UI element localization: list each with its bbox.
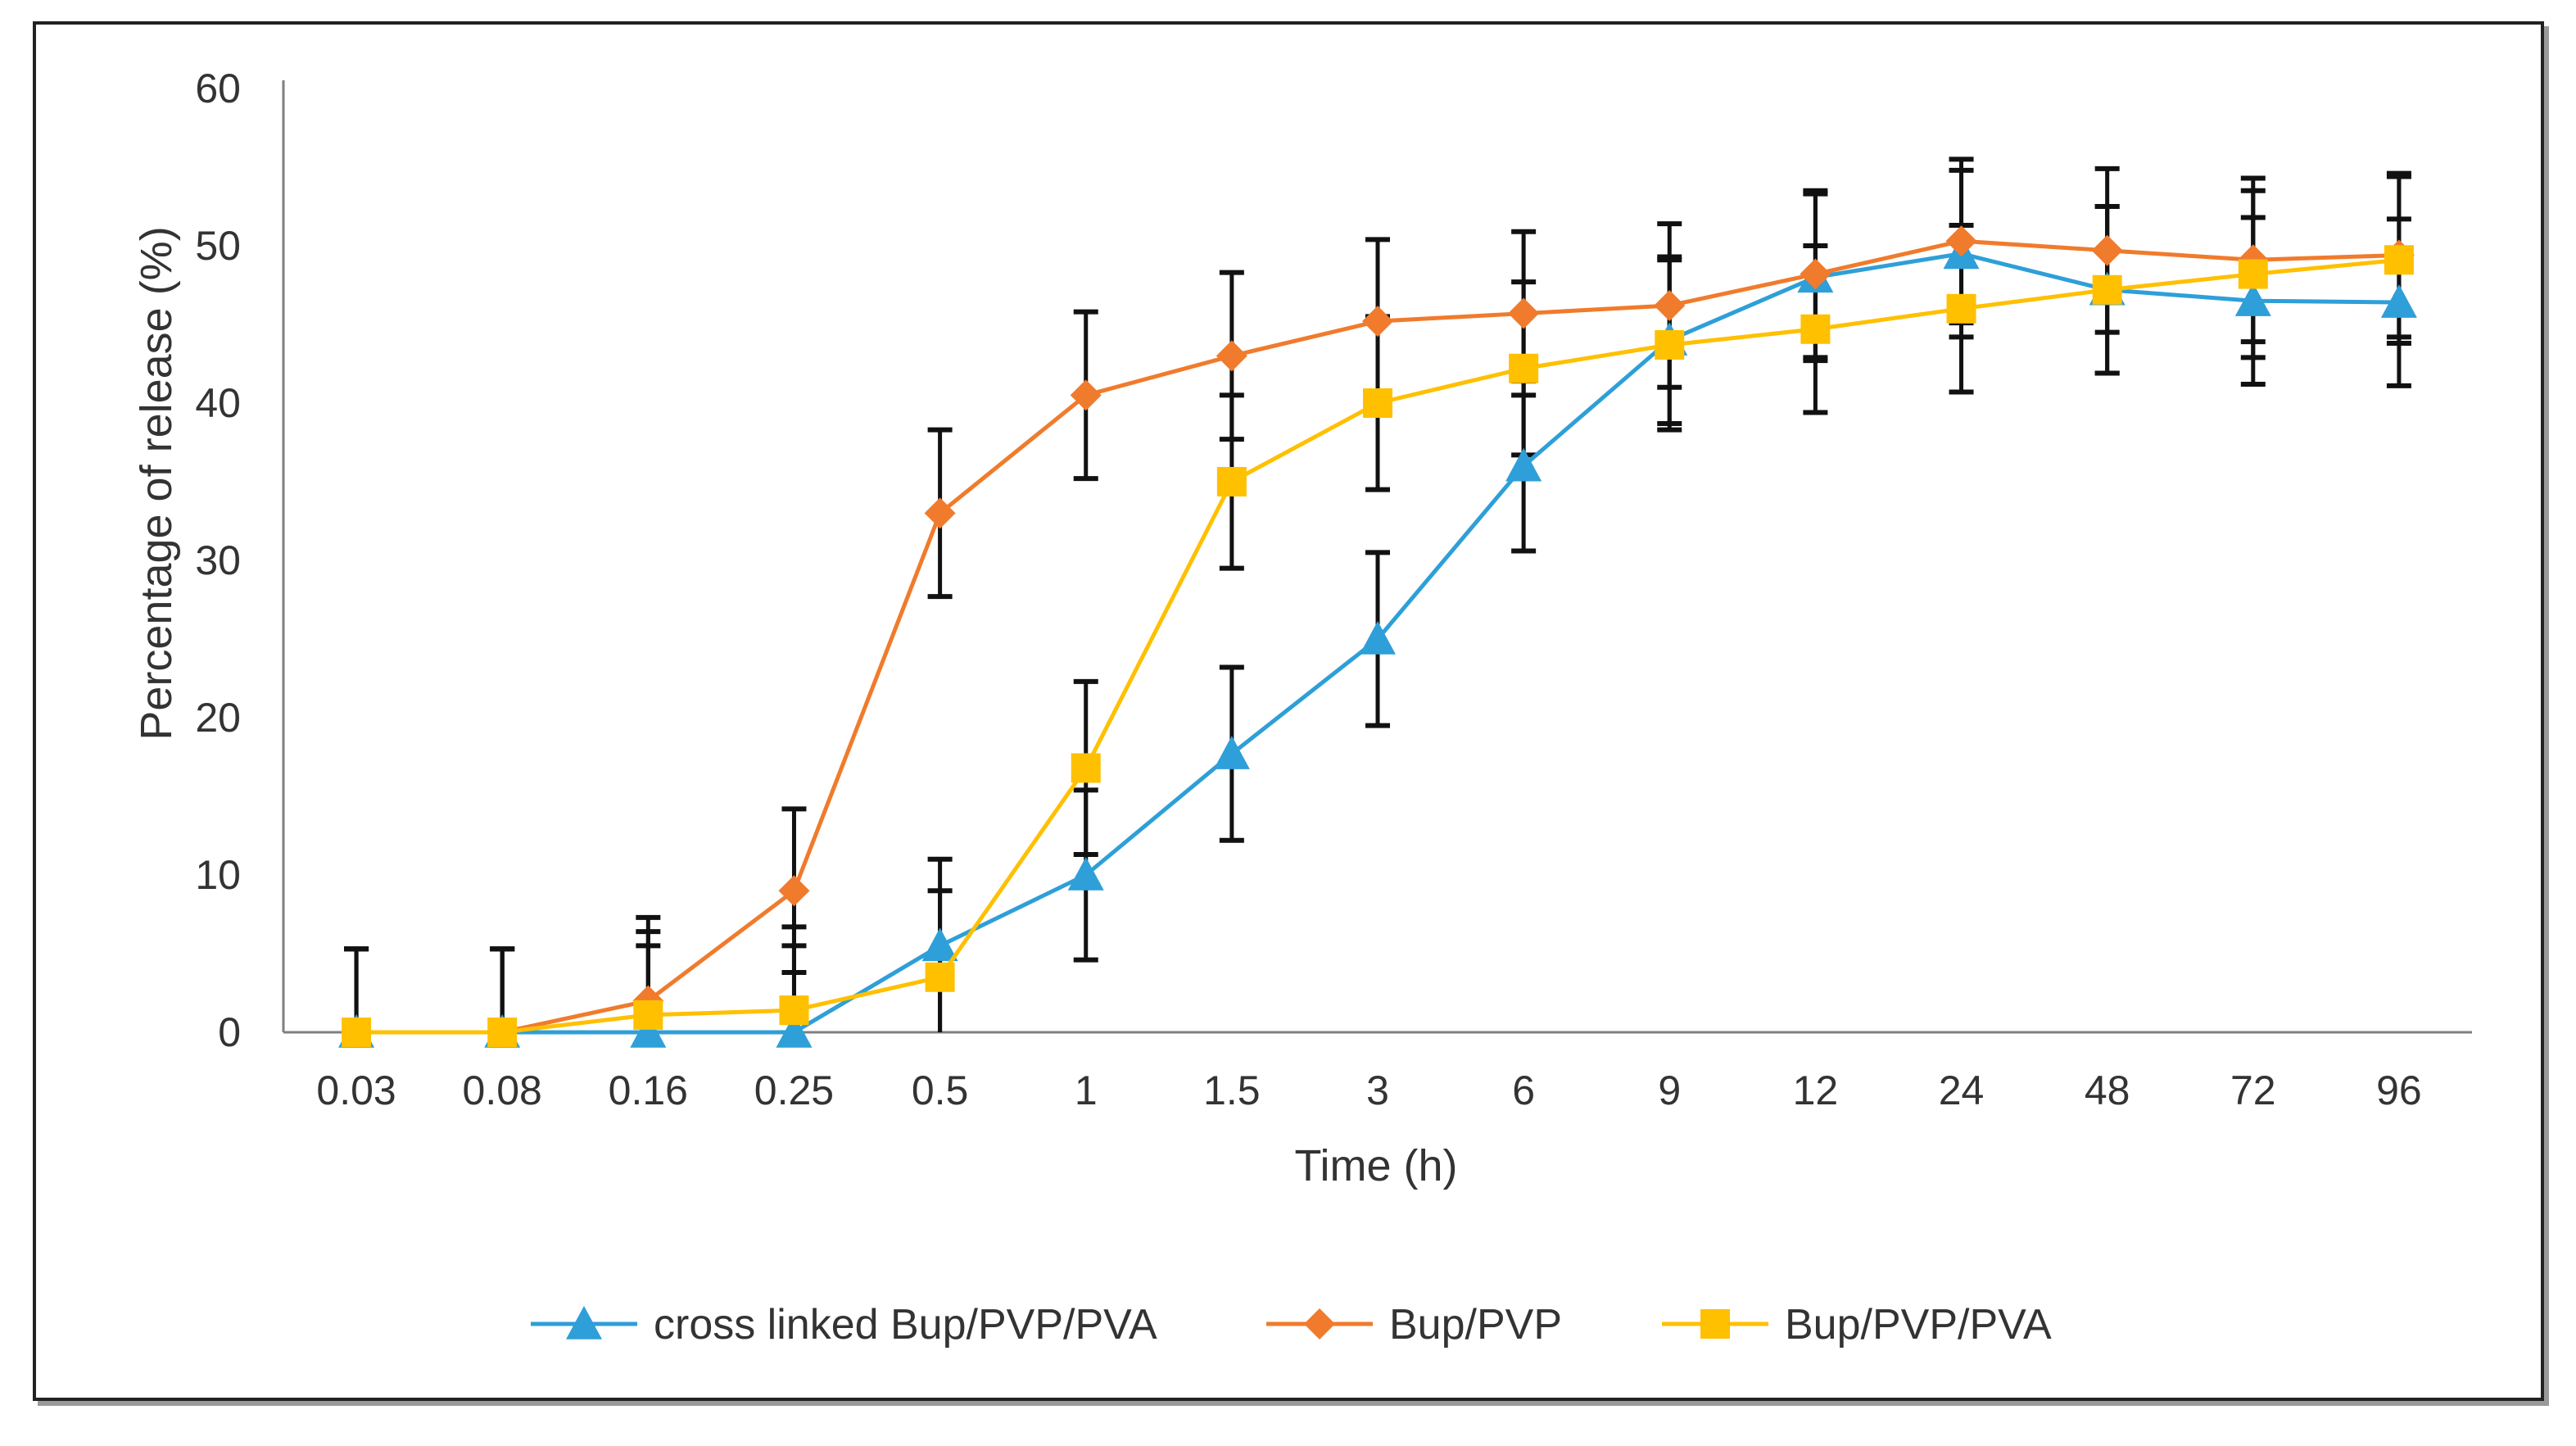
y-tick-label: 50: [195, 223, 241, 269]
legend-marker: [1700, 1309, 1730, 1339]
legend-marker: [1304, 1308, 1335, 1339]
y-tick-label: 20: [195, 695, 241, 741]
data-point: [2384, 245, 2414, 275]
data-point: [1216, 467, 1247, 496]
data-point: [487, 1018, 518, 1047]
x-tick-label: 48: [2085, 1068, 2130, 1113]
data-point: [779, 995, 809, 1026]
data-point: [1946, 293, 1976, 324]
x-tick-label: 9: [1658, 1068, 1681, 1113]
y-tick-label: 0: [218, 1009, 241, 1055]
x-axis-title: Time (h): [1295, 1141, 1458, 1190]
x-tick-label: 72: [2230, 1068, 2276, 1113]
release-line-chart: 0 10 20 30 40 50 60 0.03 0.08 0.16 0.25 0.5 1 1.5 3 6 9…: [132, 66, 2472, 1349]
y-axis: 0 10 20 30 40 50 60: [195, 66, 285, 1055]
series-layer: [338, 156, 2417, 1048]
legend-item: Bup/PVP/PVA: [1662, 1301, 2052, 1349]
data-point: [342, 1018, 372, 1047]
data-point: [924, 497, 956, 529]
data-point: [2091, 234, 2123, 266]
data-point: [1505, 447, 1542, 482]
data-point: [1800, 258, 1831, 290]
chart-frame: 0 10 20 30 40 50 60 0.03 0.08 0.16 0.25 0.5 1 1.5 3 6 9…: [33, 21, 2544, 1401]
x-tick-label: 0.16: [609, 1068, 688, 1113]
data-point: [1800, 314, 1831, 344]
x-tick-label: 0.03: [316, 1068, 396, 1113]
x-tick-label: 0.08: [463, 1068, 542, 1113]
data-point: [1655, 329, 1685, 360]
y-axis-title: Percentage of release (%): [132, 226, 181, 740]
x-tick-label: 1: [1075, 1068, 1098, 1113]
data-point: [1362, 306, 1393, 338]
data-point: [2380, 284, 2417, 318]
data-point: [1070, 379, 1102, 411]
legend-item: cross linked Bup/PVP/PVA: [531, 1301, 1157, 1349]
legend: cross linked Bup/PVP/PVA Bup/PVP Bup/PVP/P…: [531, 1301, 2052, 1349]
data-point: [1945, 225, 1977, 257]
data-point: [2092, 274, 2122, 305]
data-point: [1654, 289, 1686, 321]
data-point: [776, 1014, 813, 1048]
x-tick-label: 96: [2376, 1068, 2422, 1113]
legend-label: cross linked Bup/PVP/PVA: [654, 1301, 1157, 1349]
data-point: [1067, 857, 1104, 891]
data-point: [1360, 621, 1396, 655]
data-point: [1508, 297, 1540, 329]
data-point: [2234, 283, 2271, 316]
legend-item: Bup/PVP: [1266, 1301, 1562, 1349]
x-tick-label: 12: [1793, 1068, 1839, 1113]
data-point: [1509, 353, 1539, 383]
data-point: [925, 962, 955, 992]
data-point: [630, 1014, 667, 1048]
data-point: [1071, 753, 1101, 783]
series-2: [342, 245, 2414, 1047]
data-point: [1363, 388, 1392, 418]
data-point: [2238, 259, 2268, 289]
legend-label: Bup/PVP: [1389, 1301, 1562, 1349]
x-tick-label: 0.25: [754, 1068, 834, 1113]
data-point: [921, 927, 958, 962]
data-point: [633, 1000, 663, 1030]
y-tick-label: 40: [195, 380, 241, 426]
x-tick-label: 1.5: [1203, 1068, 1261, 1113]
y-tick-label: 60: [195, 66, 241, 111]
x-tick-label: 0.5: [912, 1068, 969, 1113]
x-axis: 0.03 0.08 0.16 0.25 0.5 1 1.5 3 6 9 12 24 48 72 96: [283, 1031, 2472, 1113]
legend-marker: [566, 1306, 602, 1339]
x-tick-label: 6: [1512, 1068, 1535, 1113]
x-tick-label: 24: [1939, 1068, 1985, 1113]
data-point: [1216, 340, 1247, 372]
y-tick-label: 30: [195, 537, 241, 583]
data-point: [1213, 736, 1250, 769]
data-point: [778, 875, 810, 907]
y-tick-label: 10: [195, 852, 241, 898]
x-tick-label: 3: [1366, 1068, 1389, 1113]
legend-label: Bup/PVP/PVA: [1785, 1301, 2052, 1349]
